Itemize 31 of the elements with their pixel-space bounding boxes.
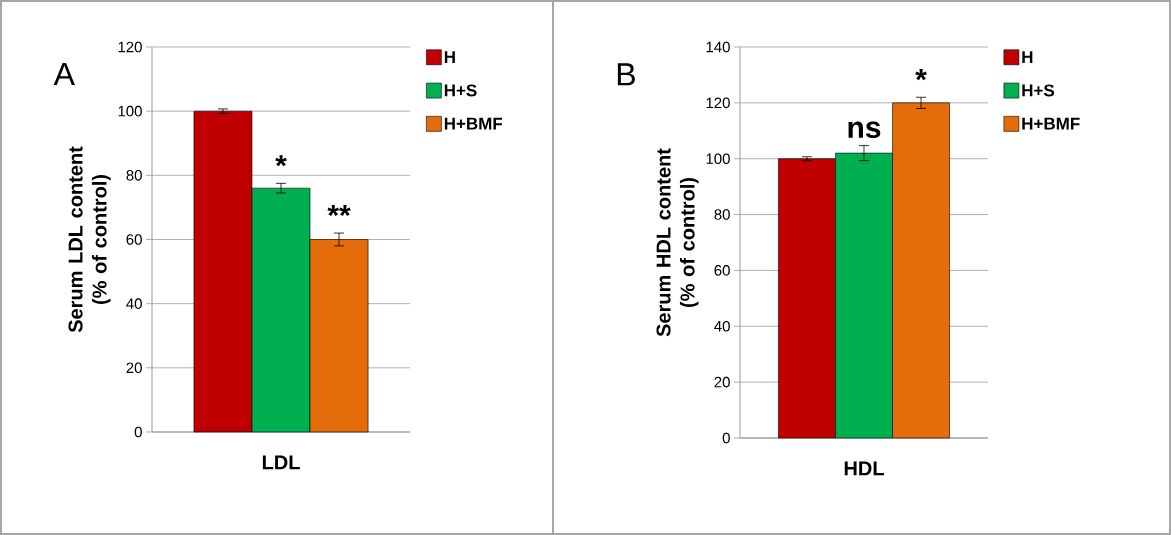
y-tick-label: 120 bbox=[118, 41, 142, 53]
text: A bbox=[53, 62, 75, 85]
annotation: ns bbox=[848, 121, 881, 139]
y-axis-title: Serum LDL content (% of control) bbox=[68, 146, 111, 333]
legend-label: H bbox=[1022, 51, 1033, 63]
y-tick-label: 140 bbox=[706, 41, 730, 53]
x-tick-label: HDL bbox=[844, 461, 884, 476]
y-tick-label: 40 bbox=[714, 320, 730, 332]
y-tick-label: 100 bbox=[118, 105, 142, 117]
y-tick-label: 80 bbox=[714, 209, 730, 220]
legend-label: H+BMF bbox=[1022, 117, 1080, 130]
y-tick-label: 20 bbox=[126, 362, 142, 374]
text: B bbox=[617, 63, 635, 86]
y-axis-title: Serum HDL content (% of control) bbox=[656, 148, 699, 337]
annotation: * bbox=[915, 69, 927, 81]
annotation: ** bbox=[327, 204, 351, 217]
x-tick-label: LDL bbox=[262, 455, 300, 470]
y-tick-label: 120 bbox=[706, 97, 730, 109]
legend-label: H+BMF bbox=[444, 117, 503, 130]
y-tick-label: 0 bbox=[722, 432, 730, 444]
legend-label: H+S bbox=[1022, 84, 1055, 97]
legend-label: H bbox=[444, 51, 455, 63]
y-tick-label: 60 bbox=[126, 234, 142, 245]
y-tick-label: 20 bbox=[714, 376, 730, 388]
y-tick-label: 80 bbox=[126, 170, 142, 181]
y-tick-label: 100 bbox=[706, 153, 730, 165]
annotation: * bbox=[275, 155, 287, 167]
y-tick-label: 40 bbox=[126, 298, 142, 309]
legend-label: H+S bbox=[444, 84, 477, 97]
y-tick-label: 60 bbox=[714, 265, 730, 276]
y-tick-label: 0 bbox=[134, 426, 142, 438]
